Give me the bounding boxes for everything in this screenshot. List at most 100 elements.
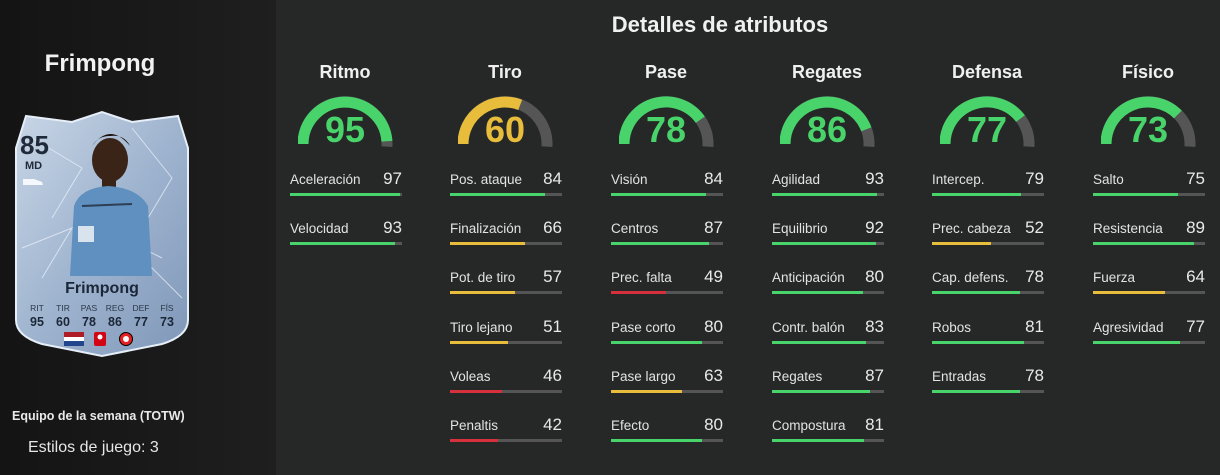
attribute-bar-fill — [772, 439, 864, 442]
attribute-row[interactable]: Aceleración 97 — [290, 169, 402, 202]
attribute-row[interactable]: Penaltis 42 — [450, 415, 562, 448]
nation-flag-icon — [64, 332, 84, 346]
attribute-bar — [1093, 340, 1205, 344]
attribute-bar — [450, 439, 562, 442]
attribute-value: 79 — [1025, 169, 1044, 188]
category-name: Regates — [791, 62, 863, 82]
attribute-value: 75 — [1186, 169, 1205, 188]
player-card[interactable]: 85 MD Frimpong RIT TIR PAS REG DEF FÍS 9… — [12, 108, 192, 358]
attribute-row[interactable]: Salto 75 — [1093, 169, 1205, 202]
card-stat-label: RIT — [30, 303, 44, 313]
attribute-bar — [611, 439, 723, 442]
attribute-label: Entradas — [932, 368, 987, 384]
attribute-row[interactable]: Prec. falta 49 — [611, 267, 723, 300]
attribute-bar — [450, 389, 562, 393]
gauge-arc — [1101, 96, 1196, 147]
attribute-value: 92 — [865, 218, 884, 238]
attribute-bar-fill — [611, 389, 683, 393]
attribute-row[interactable]: Robos 81 — [932, 316, 1044, 350]
attribute-row[interactable]: Agresividad 77 — [1093, 317, 1205, 350]
attribute-bar-fill — [772, 340, 866, 344]
card-stat-label: FÍS — [160, 303, 174, 313]
attribute-row[interactable]: Prec. cabeza 52 — [932, 218, 1044, 251]
attribute-label: Pot. de tiro — [450, 270, 516, 286]
playstyles-count[interactable]: Estilos de juego: 3 — [28, 439, 159, 456]
attribute-bar — [1093, 242, 1205, 246]
attribute-label: Robos — [932, 319, 972, 335]
gauge-arc — [298, 96, 393, 147]
attribute-label: Cap. defens. — [932, 270, 1009, 286]
player-name: Frimpong — [44, 50, 156, 77]
attribute-label: Fuerza — [1093, 270, 1136, 286]
attribute-label: Prec. falta — [611, 270, 672, 286]
attribute-bar — [450, 291, 562, 295]
category-gauge: 95 — [280, 94, 410, 158]
gauge-arc — [780, 96, 875, 147]
attribute-row[interactable]: Pot. de tiro 57 — [450, 267, 562, 300]
attribute-value: 78 — [1025, 365, 1044, 385]
attribute-value: 51 — [543, 316, 562, 336]
attribute-row[interactable]: Finalización 66 — [450, 218, 562, 251]
category-gauge: 78 — [601, 94, 731, 158]
attribute-label: Resistencia — [1093, 221, 1163, 237]
attribute-bar-fill — [772, 291, 863, 295]
attribute-row[interactable]: Centros 87 — [611, 218, 723, 251]
category-value: 95 — [324, 109, 366, 150]
attribute-label: Visión — [611, 172, 648, 187]
player-photo — [70, 134, 152, 276]
attribute-row[interactable]: Anticipación 80 — [772, 267, 884, 300]
attribute-bar — [932, 193, 1044, 196]
attribute-bar-fill — [450, 242, 525, 246]
attribute-label: Penaltis — [450, 418, 499, 433]
attribute-row[interactable]: Intercep. 79 — [932, 169, 1044, 202]
club-crest-icon — [116, 332, 136, 346]
attribute-row[interactable]: Pase corto 80 — [611, 317, 723, 350]
attribute-value: 80 — [704, 415, 723, 434]
gauge-fill — [940, 96, 1025, 145]
attribute-row[interactable]: Entradas 78 — [932, 365, 1044, 399]
attribute-row[interactable]: Cap. defens. 78 — [932, 267, 1044, 300]
player-panel: Frimpong 85 MD Frimpong — [0, 0, 276, 475]
attribute-bar — [290, 193, 402, 196]
gauge-fill — [1101, 96, 1182, 145]
attribute-bar — [772, 439, 884, 442]
attribute-bar — [611, 193, 723, 196]
attribute-row[interactable]: Compostura 81 — [772, 415, 884, 448]
attribute-row[interactable]: Contr. balón 83 — [772, 317, 884, 350]
category-gauge: 60 — [440, 94, 570, 158]
attribute-row[interactable]: Resistencia 89 — [1093, 218, 1205, 251]
attribute-value: 81 — [1025, 316, 1044, 336]
attribute-row[interactable]: Regates 87 — [772, 366, 884, 399]
attribute-bar-fill — [450, 389, 502, 393]
attribute-row[interactable]: Agilidad 93 — [772, 169, 884, 202]
gauge-fill — [619, 96, 705, 145]
attribute-row[interactable]: Voleas 46 — [450, 366, 562, 399]
attribute-label: Tiro lejano — [450, 319, 513, 335]
attribute-bar — [450, 242, 562, 246]
attribute-row[interactable]: Tiro lejano 51 — [450, 316, 562, 350]
attribute-row[interactable]: Equilibrio 92 — [772, 218, 884, 251]
attribute-value: 81 — [865, 415, 884, 434]
attribute-value: 63 — [704, 365, 723, 385]
card-position: MD — [25, 160, 43, 172]
attribute-bar-fill — [611, 340, 702, 344]
attribute-row[interactable]: Efecto 80 — [611, 415, 723, 448]
attribute-bar-fill — [772, 389, 871, 393]
attribute-label: Prec. cabeza — [932, 221, 1011, 237]
attribute-bar-fill — [450, 193, 545, 196]
attribute-row[interactable]: Velocidad 93 — [290, 218, 402, 251]
category-value: 77 — [966, 109, 1008, 150]
attribute-row[interactable]: Pos. ataque 84 — [450, 169, 562, 202]
category-gauge: 73 — [1083, 94, 1213, 158]
attribute-row[interactable]: Pase largo 63 — [611, 365, 723, 399]
category-value: 78 — [645, 109, 687, 150]
card-stat-values: 95 60 78 86 77 73 — [26, 315, 178, 329]
category-1: Tiro 60 — [440, 62, 570, 158]
attribute-value: 87 — [704, 218, 723, 238]
event-label: Equipo de la semana (TOTW) — [12, 409, 185, 423]
attribute-bar — [611, 291, 723, 295]
attribute-row[interactable]: Fuerza 64 — [1093, 267, 1205, 300]
card-stat-value: 78 — [82, 315, 96, 329]
attribute-row[interactable]: Visión 84 — [611, 169, 723, 202]
attribute-bar — [772, 291, 884, 295]
